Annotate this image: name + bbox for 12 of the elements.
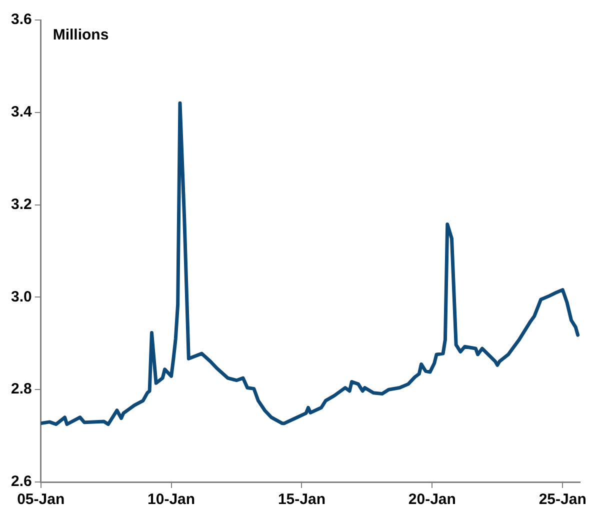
x-tick-label: 10-Jan (148, 491, 196, 508)
x-tick-label: 05-Jan (17, 491, 65, 508)
x-tick-label: 15-Jan (278, 491, 326, 508)
y-tick-label: 2.6 (10, 473, 32, 490)
y-tick-label: 3.0 (10, 288, 32, 306)
y-tick-label: 3.6 (10, 11, 32, 28)
y-tick-label: 2.8 (10, 380, 32, 398)
y-tick-label: 3.4 (10, 104, 32, 121)
x-tick-label: 20-Jan (408, 491, 456, 508)
y-tick-label: 3.2 (10, 196, 32, 213)
x-tick-label: 25-Jan (538, 491, 586, 508)
y-axis-title: Millions (52, 26, 109, 44)
